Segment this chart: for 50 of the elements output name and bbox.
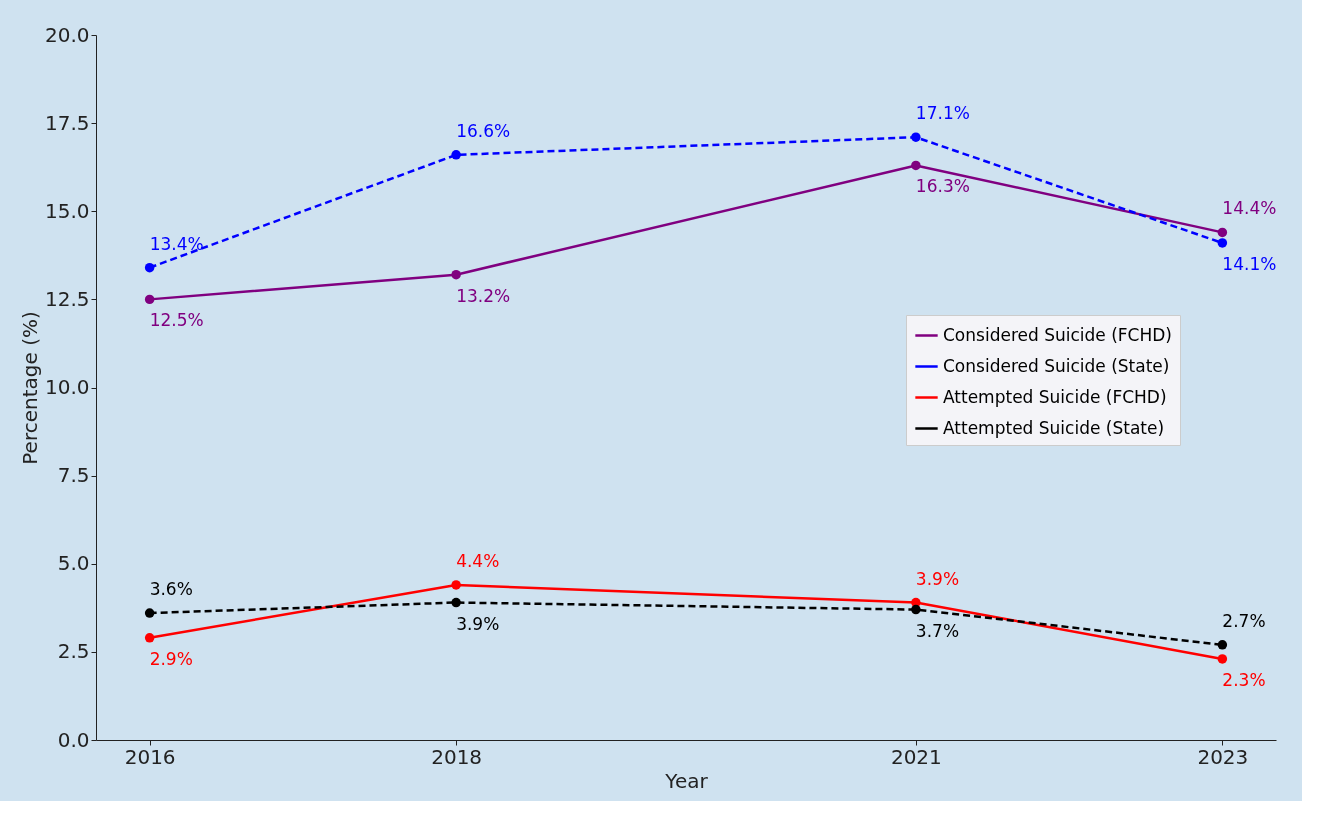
x-axis-title: Year	[664, 768, 709, 793]
point	[1217, 227, 1228, 238]
y-tick-label: 10.0	[44, 375, 90, 399]
point	[144, 294, 155, 305]
data-label: 17.1%	[915, 103, 970, 124]
y-tick-label: 7.5	[57, 463, 90, 488]
data-label: 3.6%	[149, 579, 193, 600]
data-label: 16.6%	[456, 120, 511, 141]
data-label: 13.2%	[456, 285, 511, 306]
data-label: 14.4%	[1222, 198, 1277, 219]
point	[144, 608, 155, 618]
data-label: 3.7%	[915, 620, 960, 641]
y-axis-title: Percentage (%)	[17, 311, 42, 465]
point	[451, 597, 461, 608]
point	[1217, 640, 1228, 650]
legend-label: Considered Suicide (FCHD)	[943, 324, 1172, 345]
y-tick-label: 20.0	[44, 22, 90, 47]
x-tick-label: 2023	[1197, 744, 1249, 769]
x-tick-label: 2021	[890, 744, 942, 769]
point	[1217, 654, 1228, 664]
point	[144, 262, 155, 273]
point	[451, 580, 461, 590]
y-tick-label: 12.5	[44, 286, 90, 311]
data-label: 3.9%	[915, 568, 960, 589]
y-tick-label: 15.0	[44, 198, 90, 223]
data-label: 12.5%	[149, 310, 204, 331]
y-tick-label: 0.0	[57, 727, 90, 752]
point	[911, 160, 921, 171]
point	[911, 604, 921, 615]
data-label: 2.7%	[1222, 610, 1266, 631]
data-label: 13.4%	[149, 233, 204, 254]
data-label: 2.9%	[149, 648, 193, 669]
point	[451, 269, 461, 280]
point	[144, 633, 155, 643]
legend-label: Considered Suicide (State)	[943, 355, 1170, 376]
data-label: 3.9%	[456, 613, 500, 634]
point	[451, 150, 461, 160]
data-label: 2.3%	[1222, 669, 1266, 690]
point	[1217, 238, 1228, 248]
legend-label: Attempted Suicide (FCHD)	[943, 386, 1167, 407]
y-tick-label: 5.0	[57, 551, 90, 576]
x-tick-label: 2018	[431, 744, 483, 769]
point	[911, 132, 921, 142]
data-label: 16.3%	[915, 176, 970, 197]
data-label: 4.4%	[456, 550, 500, 571]
x-tick-label: 2016	[124, 744, 176, 769]
data-label: 14.1%	[1222, 253, 1277, 274]
y-tick-label: 2.5	[57, 639, 90, 664]
y-tick-label: 17.5	[44, 110, 90, 135]
legend-label: Attempted Suicide (State)	[943, 417, 1165, 438]
